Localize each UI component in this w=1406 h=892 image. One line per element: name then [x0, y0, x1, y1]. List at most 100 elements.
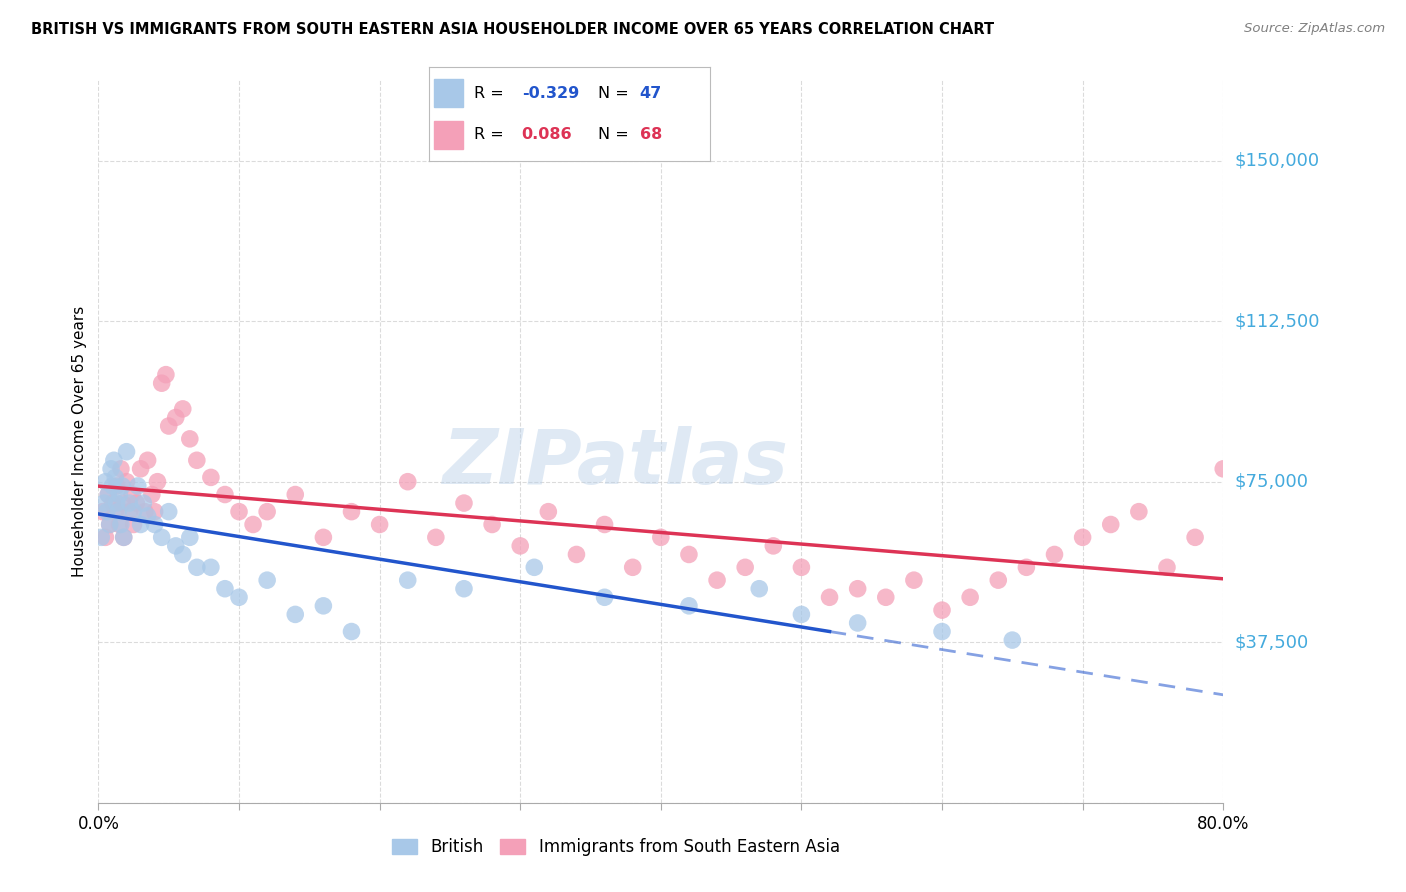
Point [593, 517, 616, 532]
Point [537, 505, 560, 519]
Point [118, 496, 141, 510]
Point [734, 560, 756, 574]
Point [115, 475, 138, 489]
Point [93, 496, 115, 510]
Point [1001, 633, 1024, 648]
Point [523, 560, 546, 574]
Point [143, 517, 166, 532]
Point [593, 591, 616, 605]
Point [112, 530, 135, 544]
Point [108, 517, 131, 532]
Point [179, 530, 201, 544]
Point [108, 487, 131, 501]
Text: $37,500: $37,500 [1234, 633, 1309, 651]
Point [157, 419, 180, 434]
Point [256, 505, 278, 519]
Text: -0.329: -0.329 [522, 86, 579, 101]
Text: R =: R = [474, 86, 509, 101]
Text: R =: R = [474, 127, 509, 142]
Point [706, 573, 728, 587]
Point [132, 496, 155, 510]
Text: $75,000: $75,000 [1234, 473, 1309, 491]
Point [121, 487, 143, 501]
Point [101, 496, 124, 510]
Point [94, 530, 117, 544]
Point [875, 591, 897, 605]
Legend: British, Immigrants from South Eastern Asia: British, Immigrants from South Eastern A… [385, 831, 846, 863]
Point [98, 517, 121, 532]
Text: 0.086: 0.086 [522, 127, 572, 142]
Point [565, 548, 588, 562]
Point [284, 487, 307, 501]
Point [150, 376, 173, 391]
Point [284, 607, 307, 622]
Point [186, 560, 208, 574]
Point [96, 505, 118, 519]
Point [396, 475, 419, 489]
Text: 68: 68 [640, 127, 662, 142]
Point [1128, 505, 1150, 519]
Point [903, 573, 925, 587]
Point [846, 615, 869, 630]
Point [396, 573, 419, 587]
Point [172, 401, 194, 416]
Point [987, 573, 1010, 587]
Point [90, 530, 112, 544]
Point [200, 470, 222, 484]
Point [818, 591, 841, 605]
Point [115, 444, 138, 458]
Bar [434, 121, 463, 149]
Point [172, 548, 194, 562]
Point [100, 462, 122, 476]
Point [748, 582, 770, 596]
Point [104, 505, 127, 519]
Point [931, 624, 953, 639]
Point [762, 539, 785, 553]
Point [242, 517, 264, 532]
Point [846, 582, 869, 596]
Point [790, 607, 813, 622]
Point [453, 496, 475, 510]
Point [136, 453, 159, 467]
Point [165, 410, 187, 425]
Point [105, 479, 128, 493]
Point [425, 530, 447, 544]
Text: $150,000: $150,000 [1234, 152, 1319, 169]
Point [509, 539, 531, 553]
Point [136, 508, 159, 523]
Point [453, 582, 475, 596]
Point [110, 462, 132, 476]
Point [143, 505, 166, 519]
Point [678, 599, 700, 613]
Point [256, 573, 278, 587]
Point [118, 505, 141, 519]
Point [150, 530, 173, 544]
Point [1184, 530, 1206, 544]
Point [97, 487, 120, 501]
Point [368, 517, 391, 532]
Text: $112,500: $112,500 [1234, 312, 1320, 330]
Point [155, 368, 177, 382]
Point [340, 624, 363, 639]
Point [214, 582, 236, 596]
Point [165, 539, 187, 553]
Point [98, 517, 121, 532]
Point [134, 505, 156, 519]
Point [111, 496, 134, 510]
Point [621, 560, 644, 574]
Point [97, 487, 120, 501]
Point [103, 453, 125, 467]
Point [1156, 560, 1178, 574]
Point [127, 479, 149, 493]
Point [678, 548, 700, 562]
Point [214, 487, 236, 501]
Point [228, 591, 250, 605]
Text: BRITISH VS IMMIGRANTS FROM SOUTH EASTERN ASIA HOUSEHOLDER INCOME OVER 65 YEARS C: BRITISH VS IMMIGRANTS FROM SOUTH EASTERN… [31, 22, 994, 37]
Point [129, 517, 152, 532]
Point [146, 475, 169, 489]
Point [340, 505, 363, 519]
Point [1071, 530, 1094, 544]
Point [481, 517, 503, 532]
Bar [434, 79, 463, 107]
Point [179, 432, 201, 446]
